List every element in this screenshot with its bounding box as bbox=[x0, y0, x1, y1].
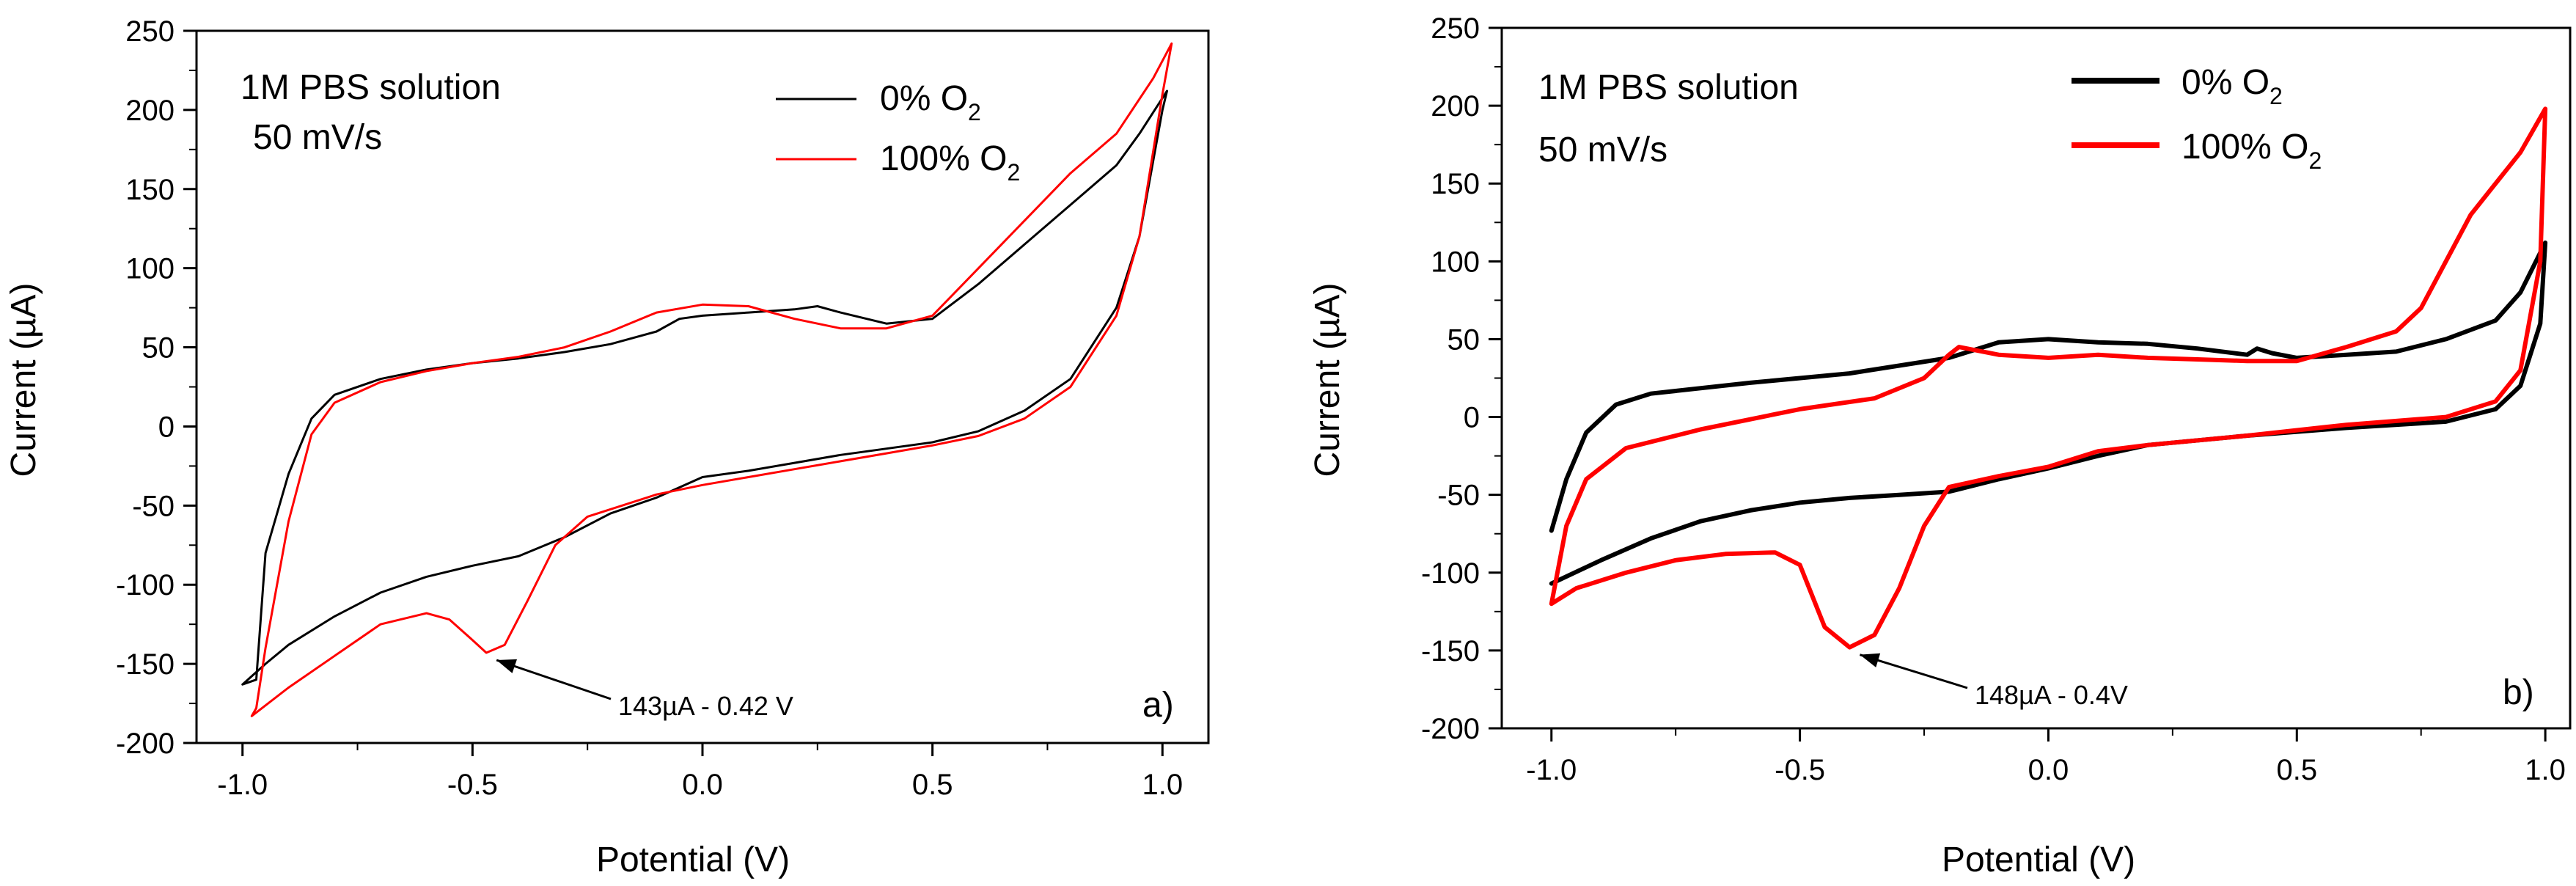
panel-b-y-tick-label: 50 bbox=[1447, 323, 1480, 356]
panel-a-x-tick-label: -0.5 bbox=[447, 769, 498, 801]
panel-a-y-tick-label: -100 bbox=[116, 569, 175, 601]
panel-b-y-tick-label: -150 bbox=[1421, 635, 1480, 667]
panel-a-y-tick-label: 100 bbox=[125, 253, 175, 285]
panel-a-chart: -1.0 -0.5 0.0 0.5 1.0 -200 -150 -100 -50 0 50 100 15… bbox=[4, 15, 1210, 879]
panel-a-peak-label: 143µA - 0.42 V bbox=[618, 691, 793, 721]
panel-a-y-tick-label: 50 bbox=[142, 332, 175, 365]
panel-b-series-0pct-o2-line bbox=[1549, 240, 2548, 586]
panel-b-x-tick-label: 0.5 bbox=[2276, 754, 2317, 786]
panel-a-y-tick-label: 200 bbox=[125, 95, 175, 127]
panel-a-peak-annotation: 143µA - 0.42 V bbox=[496, 659, 793, 721]
panel-b-y-axis-title: Current (µA) bbox=[1308, 282, 1347, 477]
panel-a-x-tick-label: 0.5 bbox=[912, 769, 953, 801]
panel-a-tag: a) bbox=[1142, 686, 1174, 725]
panel-a-y-tick-label: -200 bbox=[116, 728, 175, 760]
panel-b-x-tick-label: -1.0 bbox=[1526, 754, 1577, 786]
panel-b-peak-arrowhead bbox=[1860, 653, 1881, 667]
panel-b-ticks: -1.0 -0.5 0.0 0.5 1.0 -200 -150 -100 -50 0 50 100 15… bbox=[1421, 12, 2566, 786]
panel-b-y-tick-label: 150 bbox=[1431, 168, 1480, 200]
panel-a-ticks: -1.0 -0.5 0.0 0.5 1.0 -200 -150 -100 -50 0 50 100 15… bbox=[116, 15, 1183, 801]
panel-a-annotation-line-2: 50 mV/s bbox=[253, 118, 382, 157]
panel-a-x-tick-label: -1.0 bbox=[217, 769, 268, 801]
panel-b-series bbox=[1549, 106, 2548, 650]
panel-b-peak-annotation: 148µA - 0.4V bbox=[1859, 653, 2128, 710]
panel-a-series-100pct-o2-line bbox=[250, 42, 1173, 717]
panel-b-annotation-line-1: 1M PBS solution bbox=[1538, 68, 1799, 107]
panel-a-series-0pct-o2-line bbox=[241, 89, 1168, 686]
panel-a-x-axis-title: Potential (V) bbox=[596, 841, 790, 879]
panel-a-peak-arrowhead bbox=[496, 659, 518, 673]
panel-a-y-tick-label: 0 bbox=[158, 411, 175, 443]
panel-b-y-tick-label: 100 bbox=[1431, 246, 1480, 278]
panel-b-legend: 0% O2 100% O2 bbox=[2072, 63, 2322, 174]
panel-b-y-tick-label: -200 bbox=[1421, 713, 1480, 745]
panel-a-annotation-line-1: 1M PBS solution bbox=[241, 68, 501, 107]
panel-a-y-tick-label: 150 bbox=[125, 174, 175, 206]
panel-a-y-axis-title: Current (µA) bbox=[4, 282, 43, 477]
panel-a-x-tick-label: 0.0 bbox=[682, 769, 723, 801]
panel-a-y-tick-label: 250 bbox=[125, 15, 175, 48]
panel-a-legend: 0% O2 100% O2 bbox=[776, 79, 1020, 186]
panel-b-chart: -1.0 -0.5 0.0 0.5 1.0 -200 -150 -100 -50 0 50 100 15… bbox=[1308, 12, 2572, 879]
panel-a-y-tick-label: -150 bbox=[116, 648, 175, 681]
panel-a-series bbox=[241, 42, 1173, 717]
panel-b-x-tick-label: 0.0 bbox=[2028, 754, 2069, 786]
panel-b-tag: b) bbox=[2503, 673, 2534, 712]
panel-b-y-tick-label: -50 bbox=[1437, 480, 1480, 512]
panel-b-y-tick-label: 0 bbox=[1464, 402, 1480, 434]
panel-b-annotation-line-2: 50 mV/s bbox=[1538, 131, 1667, 169]
panel-b-y-tick-label: -100 bbox=[1421, 557, 1480, 590]
panel-b-legend-label-1: 100% O2 bbox=[2181, 128, 2322, 174]
panel-a-legend-label-0: 0% O2 bbox=[880, 79, 981, 125]
panel-b-legend-label-0: 0% O2 bbox=[2181, 63, 2283, 109]
panel-a-x-tick-label: 1.0 bbox=[1142, 769, 1183, 801]
panel-a-legend-label-1: 100% O2 bbox=[880, 139, 1020, 186]
panel-a-y-tick-label: -50 bbox=[132, 490, 175, 522]
panel-b-x-axis-title: Potential (V) bbox=[1942, 841, 2135, 879]
panel-b-x-tick-label: -0.5 bbox=[1775, 754, 1825, 786]
panel-b-x-tick-label: 1.0 bbox=[2525, 754, 2566, 786]
panel-b-series-100pct-o2-line bbox=[1549, 106, 2548, 650]
panel-b-peak-label: 148µA - 0.4V bbox=[1975, 680, 2128, 710]
panel-b-y-tick-label: 200 bbox=[1431, 90, 1480, 122]
panel-a-peak-arrow bbox=[496, 659, 612, 700]
panel-b-y-tick-label: 250 bbox=[1431, 12, 1480, 45]
